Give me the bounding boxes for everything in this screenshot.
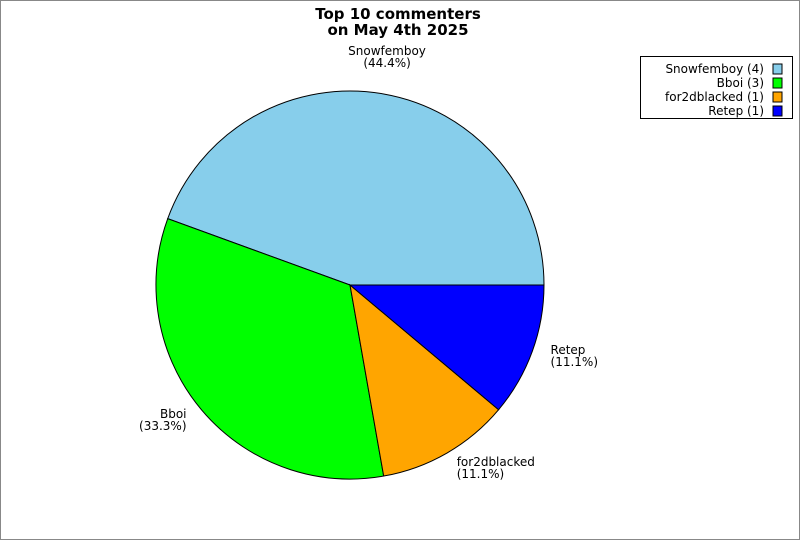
slice-value-label: (11.1%) — [457, 467, 504, 481]
chart-title: on May 4th 2025 — [327, 21, 468, 39]
legend-label: Snowfemboy (4) — [665, 62, 764, 76]
slice-label: Bboi — [160, 407, 187, 421]
slice-value-label: (44.4%) — [363, 56, 410, 70]
chart-title: Top 10 commenters — [315, 5, 481, 23]
pie-slice — [155, 218, 385, 480]
legend-box — [640, 56, 793, 119]
pie-slice — [349, 283, 500, 477]
legend-label: Bboi (3) — [717, 76, 764, 90]
legend-swatch — [772, 77, 783, 89]
slice-value-label: (33.3%) — [139, 419, 186, 433]
legend-swatch — [772, 91, 783, 103]
slice-label: Snowfemboy — [348, 44, 426, 58]
slice-label: Retep — [551, 343, 586, 357]
legend-swatch — [772, 63, 783, 75]
legend-swatch — [772, 105, 783, 117]
slice-value-label: (11.1%) — [551, 355, 598, 369]
slice-label: for2dblacked — [457, 455, 535, 469]
legend-label: Retep (1) — [708, 104, 764, 118]
pie-slice — [167, 90, 545, 286]
legend-label: for2dblacked (1) — [665, 90, 764, 104]
pie-slice — [348, 284, 545, 411]
